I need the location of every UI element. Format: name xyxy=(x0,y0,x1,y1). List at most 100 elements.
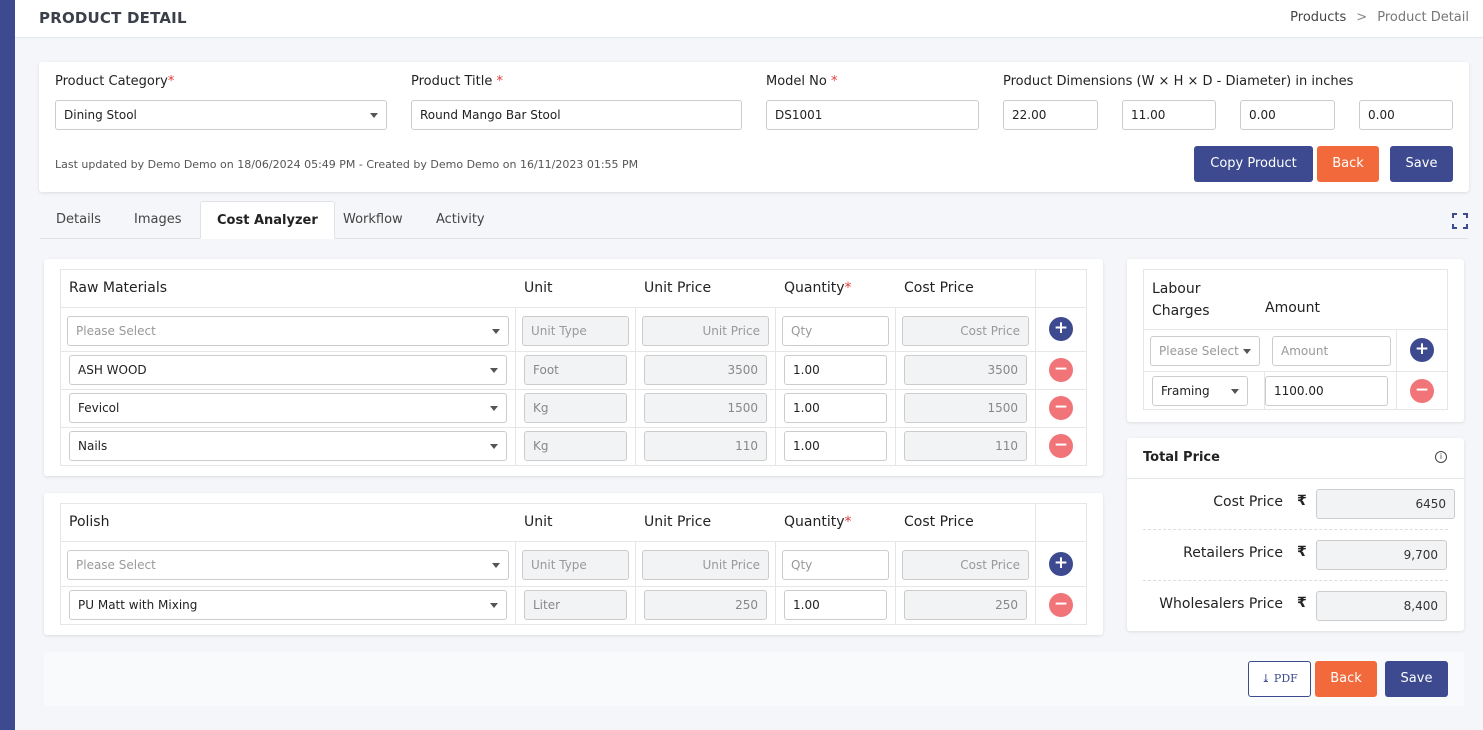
back-button[interactable]: Back xyxy=(1317,146,1379,182)
raw-material-select[interactable]: Please Select xyxy=(67,316,509,346)
rupee-icon: ₹ xyxy=(1297,595,1307,611)
raw-row-unit: Kg xyxy=(524,393,627,423)
dim-width-input[interactable]: 22.00 xyxy=(1003,100,1098,130)
labour-charges-card: Labour Charges Amount Please Select Amoun… xyxy=(1127,259,1464,422)
tab-workflow[interactable]: Workflow xyxy=(343,212,403,227)
remove-raw-material-button[interactable]: − xyxy=(1049,434,1073,458)
polish-row-cost: 250 xyxy=(904,590,1027,620)
add-labour-button[interactable]: + xyxy=(1410,338,1434,362)
raw-row-material-select[interactable]: Fevicol xyxy=(69,393,507,423)
polish-row-unit-price: 250 xyxy=(644,590,767,620)
add-raw-material-button[interactable]: + xyxy=(1049,317,1073,341)
th-amount: Amount xyxy=(1265,300,1321,316)
raw-row-cost: 3500 xyxy=(904,355,1027,385)
dimensions-label: Product Dimensions (W × H × D - Diameter… xyxy=(1003,74,1354,89)
remove-raw-material-button[interactable]: − xyxy=(1049,396,1073,420)
th-cost-price: Cost Price xyxy=(904,280,974,296)
remove-labour-button[interactable]: − xyxy=(1410,379,1434,403)
raw-row-unit-price: 110 xyxy=(644,431,767,461)
labour-row-amount-input[interactable]: 1100.00 xyxy=(1265,376,1388,406)
title-input[interactable]: Round Mango Bar Stool xyxy=(411,100,742,130)
raw-row-unit: Kg xyxy=(524,431,627,461)
copy-product-button[interactable]: Copy Product xyxy=(1194,146,1313,182)
raw-row-unit-price: 3500 xyxy=(644,355,767,385)
th-polish: Polish xyxy=(69,514,110,530)
th-labour-charges: Labour Charges xyxy=(1152,281,1210,319)
dim-height-input[interactable]: 11.00 xyxy=(1122,100,1216,130)
page-title: PRODUCT DETAIL xyxy=(39,9,187,27)
title-label: Product Title * xyxy=(411,74,503,89)
polish-unit-price-field: Unit Price xyxy=(642,550,769,580)
polish-row-unit: Liter xyxy=(524,590,627,620)
total-price-card: Total Price i Cost Price ₹ 6450 Retailer… xyxy=(1127,438,1464,631)
raw-qty-input[interactable]: Qty xyxy=(782,316,889,346)
audit-meta: Last updated by Demo Demo on 18/06/2024 … xyxy=(55,158,639,171)
labour-select[interactable]: Please Select xyxy=(1150,336,1260,366)
remove-raw-material-button[interactable]: − xyxy=(1049,358,1073,382)
raw-row-material-select[interactable]: ASH WOOD xyxy=(69,355,507,385)
wholesalers-price-field: 8,400 xyxy=(1316,591,1447,621)
raw-row-unit: Foot xyxy=(524,355,627,385)
raw-row-unit-price: 1500 xyxy=(644,393,767,423)
breadcrumb-separator: > xyxy=(1356,10,1368,25)
expand-icon[interactable] xyxy=(1452,213,1468,229)
th-unit: Unit xyxy=(524,280,553,296)
tab-images[interactable]: Images xyxy=(134,212,182,227)
download-icon: ⤓ xyxy=(1261,672,1271,685)
remove-polish-button[interactable]: − xyxy=(1049,593,1073,617)
rupee-icon: ₹ xyxy=(1297,544,1307,560)
tab-details[interactable]: Details xyxy=(56,212,102,227)
raw-row-qty-input[interactable]: 1.00 xyxy=(784,393,887,423)
product-form-card: Product Category* Dining Stool Product T… xyxy=(39,62,1469,192)
raw-row-cost: 110 xyxy=(904,431,1027,461)
sidebar-strip xyxy=(0,0,15,730)
footer-back-button[interactable]: Back xyxy=(1315,661,1377,697)
tab-activity[interactable]: Activity xyxy=(436,212,485,227)
pdf-button[interactable]: ⤓ PDF xyxy=(1248,661,1311,697)
th-quantity: Quantity* xyxy=(784,280,852,296)
labour-row-select[interactable]: Framing xyxy=(1152,376,1248,406)
th-raw-materials: Raw Materials xyxy=(69,280,168,296)
th-cost-price: Cost Price xyxy=(904,514,974,530)
model-label: Model No * xyxy=(766,74,838,89)
footer-actions: ⤓ PDF Back Save xyxy=(44,652,1464,706)
category-select[interactable]: Dining Stool xyxy=(55,100,387,130)
labour-table xyxy=(1143,269,1448,410)
dim-diameter-input[interactable]: 0.00 xyxy=(1359,100,1453,130)
th-unit-price: Unit Price xyxy=(644,514,712,530)
tab-cost-analyzer[interactable]: Cost Analyzer xyxy=(200,201,335,239)
th-quantity: Quantity* xyxy=(784,514,852,530)
raw-unit-field: Unit Type xyxy=(522,316,629,346)
raw-row-qty-input[interactable]: 1.00 xyxy=(784,431,887,461)
dim-depth-input[interactable]: 0.00 xyxy=(1240,100,1335,130)
polish-cost-field: Cost Price xyxy=(902,550,1029,580)
info-icon[interactable]: i xyxy=(1435,451,1447,463)
cost-price-field: 6450 xyxy=(1316,489,1455,519)
cost-price-label: Cost Price xyxy=(1213,494,1283,510)
tab-bar: Details Images Cost Analyzer Workflow Ac… xyxy=(40,201,1468,239)
category-label: Product Category* xyxy=(55,74,175,89)
raw-row-qty-input[interactable]: 1.00 xyxy=(784,355,887,385)
rupee-icon: ₹ xyxy=(1297,493,1307,509)
labour-amount-input[interactable]: Amount xyxy=(1272,336,1391,366)
polish-row-select[interactable]: PU Matt with Mixing xyxy=(69,590,507,620)
raw-materials-card: Raw Materials Unit Unit Price Quantity* … xyxy=(44,259,1103,476)
save-button[interactable]: Save xyxy=(1390,146,1453,182)
raw-row-material-select[interactable]: Nails xyxy=(69,431,507,461)
breadcrumb-current: Product Detail xyxy=(1377,10,1469,25)
footer-save-button[interactable]: Save xyxy=(1385,661,1448,697)
polish-unit-field: Unit Type xyxy=(522,550,629,580)
raw-unit-price-field: Unit Price xyxy=(642,316,769,346)
raw-row-cost: 1500 xyxy=(904,393,1027,423)
polish-qty-input[interactable]: Qty xyxy=(782,550,889,580)
model-input[interactable]: DS1001 xyxy=(766,100,979,130)
polish-card: Polish Unit Unit Price Quantity* Cost Pr… xyxy=(44,493,1103,635)
th-unit: Unit xyxy=(524,514,553,530)
wholesalers-price-label: Wholesalers Price xyxy=(1159,596,1283,612)
total-price-title: Total Price xyxy=(1143,450,1220,465)
breadcrumb-products[interactable]: Products xyxy=(1290,10,1347,25)
add-polish-button[interactable]: + xyxy=(1049,552,1073,576)
raw-cost-field: Cost Price xyxy=(902,316,1029,346)
polish-select[interactable]: Please Select xyxy=(67,550,509,580)
polish-row-qty-input[interactable]: 1.00 xyxy=(784,590,887,620)
